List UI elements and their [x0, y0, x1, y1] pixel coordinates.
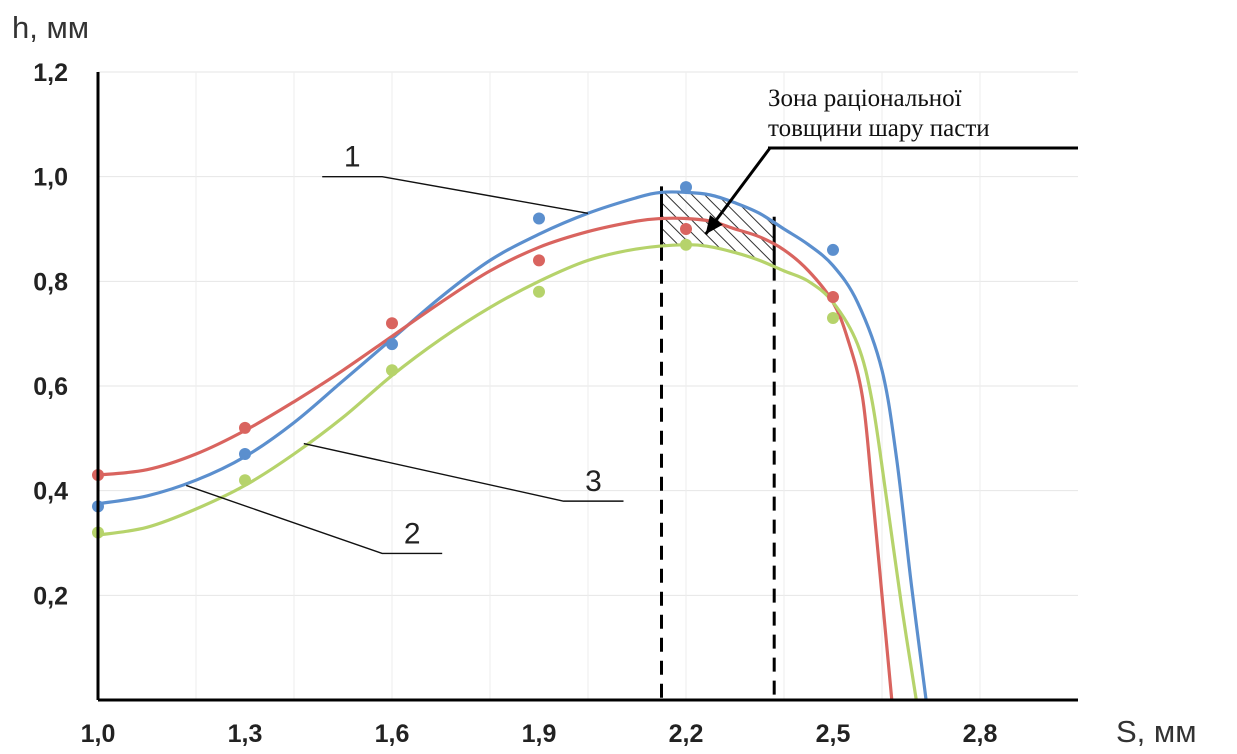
series-2-point	[680, 223, 692, 235]
series-3-point	[386, 364, 398, 377]
y-tick-label: 1,2	[33, 59, 68, 87]
curve-label-2: 2	[404, 517, 421, 550]
curve-label-1: 1	[344, 141, 361, 174]
zone-label-line-1: Зона раціональної	[768, 85, 962, 112]
tick-labels: 1,0 1,3 1,6 1,9 2,2 2,5 2,8 0,2 0,4 0,6 0,8 1,0 1,2	[33, 59, 997, 748]
y-tick-label: 1,0	[33, 164, 68, 192]
zone-arrow-head	[705, 215, 723, 235]
x-axis-title: S, мм	[1116, 714, 1197, 749]
rational-zone-hatch	[661, 192, 775, 267]
curve-label-leader	[185, 484, 443, 555]
series-1-point	[386, 338, 398, 351]
zone-label-line-2: товщини шару пасти	[768, 115, 990, 142]
y-axis-title: h, мм	[12, 10, 89, 45]
series-3-line	[97, 243, 918, 701]
y-tick-label: 0,6	[33, 373, 68, 401]
y-tick-label: 0,8	[33, 268, 68, 296]
series-2-point	[533, 254, 545, 267]
series-1-point	[827, 243, 839, 256]
data-points	[92, 181, 839, 539]
series-1-point	[239, 448, 251, 461]
series-2-line	[97, 216, 894, 701]
series-1-point	[680, 181, 692, 194]
x-tick-label: 2,5	[816, 720, 851, 748]
y-tick-label: 0,4	[33, 478, 68, 506]
curve-label-leader	[303, 442, 624, 502]
x-tick-label: 1,9	[522, 720, 557, 748]
series-3-point	[533, 285, 545, 298]
curve-labels: 1 2 3	[185, 141, 1078, 555]
x-tick-label: 1,3	[228, 720, 263, 748]
gridlines	[98, 71, 1078, 700]
y-tick-label: 0,2	[33, 582, 68, 610]
series-1-line	[97, 190, 928, 701]
axes	[96, 72, 1078, 702]
series-2-point	[386, 317, 398, 330]
curve-label-3: 3	[585, 465, 602, 498]
x-tick-label: 1,0	[81, 720, 116, 748]
series-3-point	[680, 238, 692, 251]
series-2-point	[827, 291, 839, 304]
x-tick-label: 2,2	[669, 720, 704, 748]
x-tick-label: 2,8	[963, 720, 998, 748]
x-tick-label: 1,6	[375, 720, 410, 748]
curves	[97, 190, 928, 701]
series-2-point	[239, 421, 251, 434]
series-3-point	[827, 311, 839, 324]
curve-label-leader	[322, 175, 589, 214]
series-1-point	[533, 212, 545, 225]
rational-zone	[660, 186, 776, 700]
series-3-point	[239, 474, 251, 487]
